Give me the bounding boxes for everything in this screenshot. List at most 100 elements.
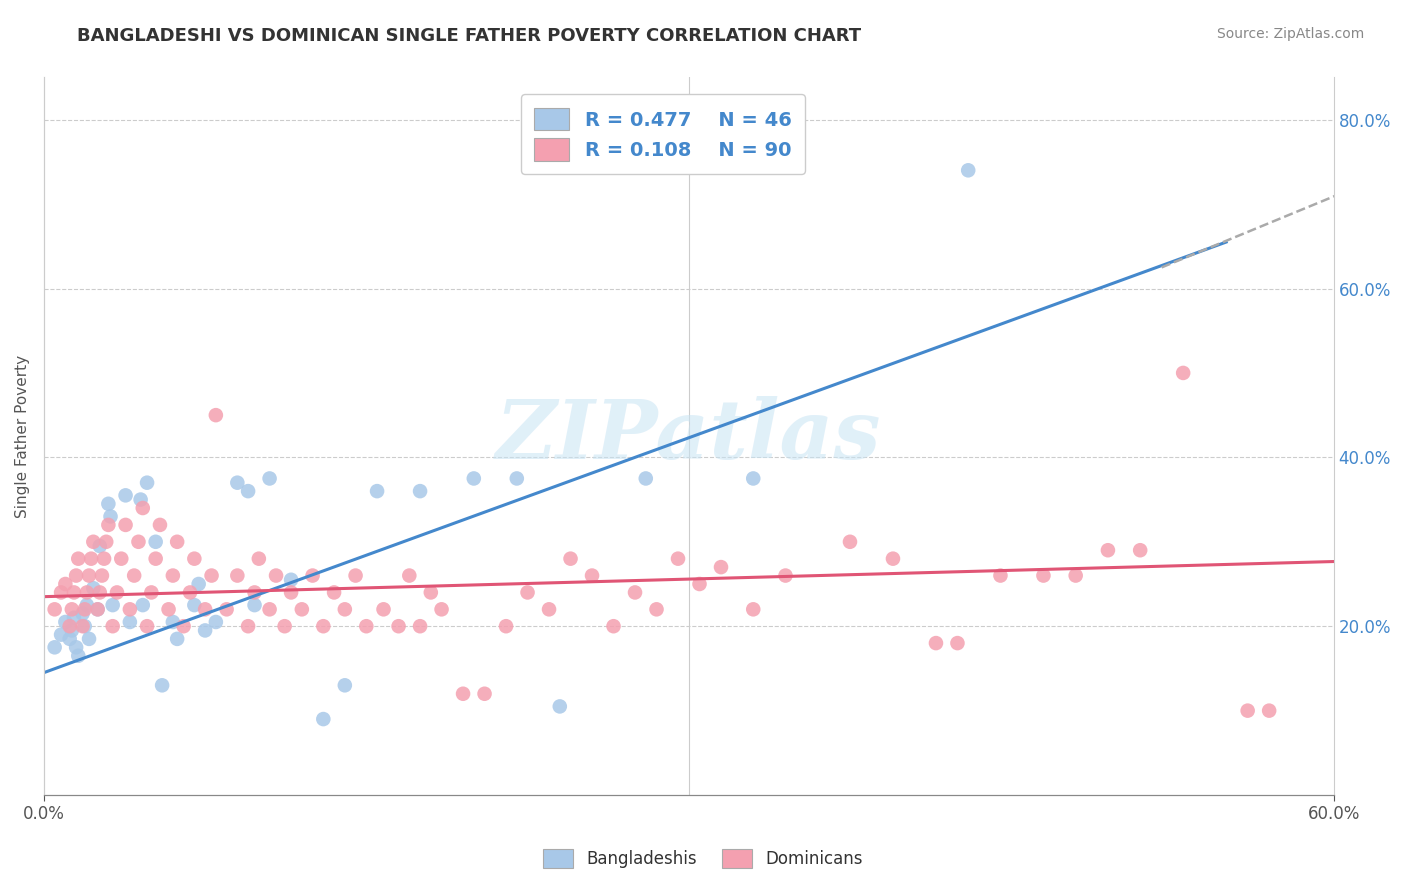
Point [150, 678, 173, 692]
Point [90, 568, 112, 582]
Point [243, 585, 266, 599]
Y-axis label: Single Father Poverty: Single Father Poverty [15, 355, 30, 518]
Point [76, 598, 98, 612]
Point [162, 568, 184, 582]
Point [97, 517, 120, 532]
Point [77, 632, 100, 646]
Point [200, 568, 222, 582]
Point [839, 534, 862, 549]
Point [205, 408, 228, 422]
Point [742, 471, 765, 485]
Point [173, 619, 195, 633]
Point [60, 624, 83, 638]
Point [89, 585, 111, 599]
Point [136, 475, 159, 490]
Point [55, 615, 77, 629]
Point [149, 517, 172, 532]
Point [59, 619, 82, 633]
Point [495, 619, 517, 633]
Point [236, 619, 259, 633]
Point [946, 636, 969, 650]
Point [742, 602, 765, 616]
Point [312, 619, 335, 633]
Point [387, 619, 409, 633]
Point [409, 484, 432, 499]
Point [430, 602, 453, 616]
Point [247, 551, 270, 566]
Point [73, 602, 96, 616]
Point [114, 517, 136, 532]
Point [194, 602, 217, 616]
Point [100, 509, 122, 524]
Point [710, 560, 733, 574]
Point [145, 551, 167, 566]
Point [273, 619, 295, 633]
Point [419, 585, 441, 599]
Point [398, 568, 420, 582]
Point [82, 534, 104, 549]
Point [63, 585, 86, 599]
Point [63, 611, 86, 625]
Point [65, 568, 87, 582]
Point [280, 585, 302, 599]
Point [366, 484, 388, 499]
Point [86, 602, 108, 616]
Point [118, 602, 141, 616]
Point [259, 471, 281, 485]
Point [463, 471, 485, 485]
Point [67, 648, 90, 663]
Point [183, 598, 205, 612]
Point [333, 602, 356, 616]
Point [72, 619, 94, 633]
Point [666, 551, 689, 566]
Point [1173, 366, 1195, 380]
Point [1097, 543, 1119, 558]
Point [645, 602, 668, 616]
Point [80, 551, 103, 566]
Point [101, 598, 124, 612]
Point [179, 585, 201, 599]
Point [925, 636, 948, 650]
Point [236, 484, 259, 499]
Point [59, 632, 82, 646]
Point [1064, 568, 1087, 582]
Point [122, 568, 145, 582]
Point [243, 598, 266, 612]
Point [1129, 543, 1152, 558]
Text: BANGLADESHI VS DOMINICAN SINGLE FATHER POVERTY CORRELATION CHART: BANGLADESHI VS DOMINICAN SINGLE FATHER P… [77, 27, 862, 45]
Point [157, 602, 180, 616]
Point [1032, 568, 1054, 582]
Point [101, 619, 124, 633]
Point [86, 602, 108, 616]
Point [215, 602, 238, 616]
Point [89, 539, 111, 553]
Point [312, 712, 335, 726]
Point [957, 163, 980, 178]
Point [373, 602, 395, 616]
Point [118, 615, 141, 629]
Point [409, 619, 432, 633]
Point [506, 471, 529, 485]
Point [323, 585, 346, 599]
Legend: Bangladeshis, Dominicans: Bangladeshis, Dominicans [537, 842, 869, 875]
Point [1258, 704, 1281, 718]
Point [44, 640, 66, 655]
Point [226, 568, 249, 582]
Point [60, 602, 83, 616]
Point [49, 627, 72, 641]
Point [990, 568, 1012, 582]
Point [205, 615, 228, 629]
Point [451, 687, 474, 701]
Point [44, 602, 66, 616]
Point [187, 577, 209, 591]
Text: ZIPatlas: ZIPatlas [496, 396, 882, 476]
Point [77, 568, 100, 582]
Point [49, 585, 72, 599]
Text: Source: ZipAtlas.com: Source: ZipAtlas.com [1216, 27, 1364, 41]
Legend: R = 0.477    N = 46, R = 0.108    N = 90: R = 0.477 N = 46, R = 0.108 N = 90 [520, 95, 806, 174]
Point [689, 577, 711, 591]
Point [516, 585, 538, 599]
Point [73, 619, 96, 633]
Point [259, 602, 281, 616]
Point [264, 568, 287, 582]
